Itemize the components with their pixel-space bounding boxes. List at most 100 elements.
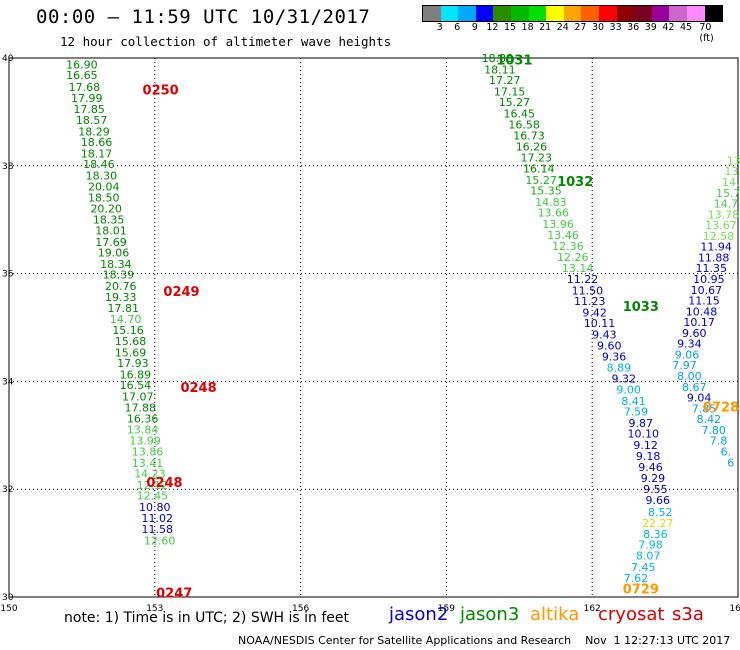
wave-height-value: 16.90 <box>66 58 98 71</box>
color-scale-label: 9 <box>471 22 478 33</box>
wave-height-value: 13.66 <box>538 207 570 220</box>
wave-height-value: 14.23 <box>134 468 166 481</box>
wave-height-value: 14.7 <box>714 198 739 211</box>
color-scale-bar <box>422 5 724 22</box>
wave-height-value: 10.67 <box>691 284 723 297</box>
color-swatch <box>493 6 511 21</box>
footnote: note: 1) Time is in UTC; 2) SWH is in fe… <box>64 610 350 626</box>
pass-time-label: 0247 <box>156 587 192 602</box>
wave-height-value: 13.99 <box>129 435 161 448</box>
wave-height-value: 15.69 <box>115 346 147 359</box>
wave-height-value: 16.54 <box>120 379 152 392</box>
y-tick-label: 36 <box>2 270 14 280</box>
pass-time-label: 0250 <box>143 83 179 98</box>
wave-height-value: 13.84 <box>127 423 159 436</box>
wave-height-value: 9.06 <box>675 348 700 361</box>
color-swatch <box>669 6 687 21</box>
color-scale-label: 21 <box>539 22 552 33</box>
wave-height-value: 10.95 <box>693 273 725 286</box>
wave-height-value: 18.35 <box>93 214 125 227</box>
wave-height-value: 7.85 <box>692 402 717 415</box>
color-swatch <box>546 6 564 21</box>
legend-cryosat: cryosat <box>598 604 665 625</box>
color-swatch <box>475 6 494 21</box>
wave-height-value: 13.78 <box>708 208 740 221</box>
wave-height-value: 12.26 <box>557 251 589 264</box>
wave-height-value: 22.27 <box>642 517 674 530</box>
wave-height-value: 11.35 <box>696 262 728 275</box>
color-scale-label: 12 <box>486 22 499 33</box>
wave-height-value: 13. <box>727 154 740 167</box>
wave-height-value: 16.89 <box>120 368 152 381</box>
wave-height-value: 14.83 <box>535 196 567 209</box>
x-tick-label: 153 <box>146 604 163 614</box>
page-title: 00:00 — 11:59 UTC 10/31/2017 <box>36 6 371 28</box>
wave-height-value: 15.27 <box>499 96 531 109</box>
wave-height-value: 19.33 <box>105 291 137 304</box>
wave-height-value: 10.17 <box>683 316 715 329</box>
color-swatch <box>581 6 599 21</box>
color-swatch <box>686 6 705 21</box>
legend-altika: altika <box>530 604 580 625</box>
y-tick-label: 30 <box>2 593 14 603</box>
wave-height-value: 7.80 <box>701 424 726 437</box>
wave-height-value: 9.12 <box>633 439 658 452</box>
wave-height-value: 17.81 <box>107 302 139 315</box>
wave-height-value: 6. <box>721 445 732 458</box>
wave-height-value: 9.18 <box>636 450 661 463</box>
color-swatch <box>616 6 635 21</box>
wave-height-value: 9.34 <box>677 338 702 351</box>
wave-height-value: 20.20 <box>90 202 122 215</box>
wave-height-value: 18.46 <box>83 158 115 171</box>
color-scale-label: 15 <box>503 22 517 33</box>
plot-frame <box>8 57 739 598</box>
wave-height-value: 12.36 <box>552 240 584 253</box>
y-tick-label: 38 <box>2 162 14 172</box>
wave-height-value: 9.36 <box>602 351 627 364</box>
wave-height-value: 17.07 <box>122 390 154 403</box>
wave-height-value: 18.34 <box>100 258 132 271</box>
wave-height-value: 7.8 <box>710 435 728 448</box>
wave-height-value: 16.36 <box>127 413 159 426</box>
wave-height-value: 8.89 <box>607 361 632 374</box>
wave-height-value: 11.15 <box>688 295 720 308</box>
wave-height-value: 9.04 <box>687 392 712 405</box>
color-scale-label: 18 <box>521 22 534 33</box>
wave-height-value: 9.29 <box>641 472 666 485</box>
wave-height-value: 13.14 <box>562 262 594 275</box>
page-subtitle: 12 hour collection of altimeter wave hei… <box>60 34 392 49</box>
wave-height-value: 16.26 <box>516 140 548 153</box>
wave-height-value: 8.41 <box>621 395 646 408</box>
pass-time-label: 1031 <box>496 54 532 69</box>
wave-height-value: 6 <box>727 456 734 469</box>
wave-height-value: 13.67 <box>705 219 737 232</box>
color-scale-label: 6 <box>454 22 461 33</box>
wave-height-value: 17.68 <box>69 81 101 94</box>
wave-height-value: 15.27 <box>525 174 557 187</box>
wave-height-value: 12.12 <box>137 479 169 492</box>
wave-height-value: 15.7 <box>716 187 740 200</box>
wave-height-value: 17.88 <box>124 401 156 414</box>
color-swatch <box>423 6 441 21</box>
color-swatch <box>634 6 652 21</box>
wave-height-value: 8.67 <box>682 381 707 394</box>
wave-height-value: 13.46 <box>547 229 579 242</box>
wave-height-value: 17.99 <box>71 92 103 105</box>
wave-height-value: 19.06 <box>98 247 130 260</box>
wave-height-value: 9.46 <box>638 461 663 474</box>
y-tick-label: 34 <box>2 377 14 387</box>
wave-height-value: 18.57 <box>76 114 108 127</box>
color-swatch <box>458 6 476 21</box>
wave-height-value: 11.23 <box>574 295 606 308</box>
wave-height-value: 9.55 <box>643 483 668 496</box>
color-scale-label: 42 <box>662 22 675 33</box>
color-scale-label: 27 <box>574 22 587 33</box>
wave-height-value: 17.15 <box>494 85 526 98</box>
wave-height-value: 14.70 <box>110 313 142 326</box>
pass-time-label: 0248 <box>180 381 216 396</box>
pass-time-label: 0249 <box>163 285 199 300</box>
color-scale-label: 30 <box>591 22 605 33</box>
x-tick-label: 159 <box>438 604 455 614</box>
wave-height-value: 17.69 <box>95 236 127 249</box>
wave-height-value: 18.39 <box>103 269 135 282</box>
